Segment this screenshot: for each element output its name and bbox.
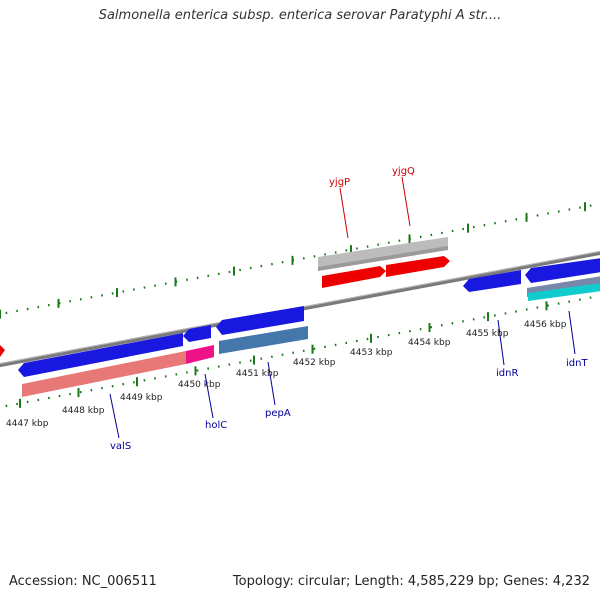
scale-label-4455: 4455 kbp [466,329,509,339]
idnR-leader [497,319,505,366]
rna-pepA-band [219,326,308,354]
upper-ruler-dots [0,202,600,316]
scale-label-4452: 4452 kbp [293,358,336,368]
gene-label-yjgP[interactable]: yjgP [329,177,350,188]
scale-label-4456: 4456 kbp [524,320,567,330]
gene-idnR-arrow [463,270,521,292]
pepA-leader [267,361,276,406]
upper-major-ticks [0,202,586,319]
reverse-strand-features [18,258,600,397]
gene-label-yjgQ[interactable]: yjgQ [392,166,415,177]
forward-strand-features [0,237,450,357]
rna-idnT-cyan-band [528,283,600,301]
gene-holC-arrow [183,325,211,342]
holC-leader [204,373,214,419]
rna-valS-band [22,351,186,397]
gene-pepA-arrow [216,306,304,335]
yjgP-leader [339,187,349,239]
gene-yjgQ-arrow [386,256,450,277]
yjgQ-leader [401,176,411,227]
gene-partial-left [0,345,5,357]
scale-label-4454: 4454 kbp [408,338,451,348]
accession-text: Accession: NC_006511 [9,574,157,589]
scale-label-4453: 4453 kbp [350,348,393,358]
gene-idnT-arrow [525,258,600,283]
genome-summary-text: Topology: circular; Length: 4,585,229 bp… [232,574,590,589]
scale-labels: 4447 kbp 4448 kbp 4449 kbp 4450 kbp 4451… [6,320,567,429]
upper-tick-ruler [0,202,600,319]
lower-tick-ruler [0,294,600,409]
lower-major-ticks [19,301,548,408]
map-title: Salmonella enterica subsp. enterica sero… [98,8,502,23]
scale-label-4448: 4448 kbp [62,406,105,416]
scale-label-4450: 4450 kbp [178,380,221,390]
gene-labels: yjgP yjgQ valS holC pepA idnR idnT [109,166,588,452]
rna-holC-band [186,345,214,364]
gene-yjgP-arrow [322,266,386,288]
gene-valS-arrow [18,333,183,377]
gene-label-idnT[interactable]: idnT [566,358,588,369]
scale-label-4449: 4449 kbp [120,393,163,403]
valS-leader [109,393,120,439]
gene-label-valS[interactable]: valS [110,441,131,452]
scale-label-4447: 4447 kbp [6,419,49,429]
pseudo-feature-shadow [318,246,448,271]
gene-label-idnR[interactable]: idnR [496,368,518,379]
gene-label-holC[interactable]: holC [205,420,227,431]
gene-label-pepA[interactable]: pepA [265,408,291,419]
scale-label-4451: 4451 kbp [236,369,279,379]
idnT-leader [568,310,576,355]
